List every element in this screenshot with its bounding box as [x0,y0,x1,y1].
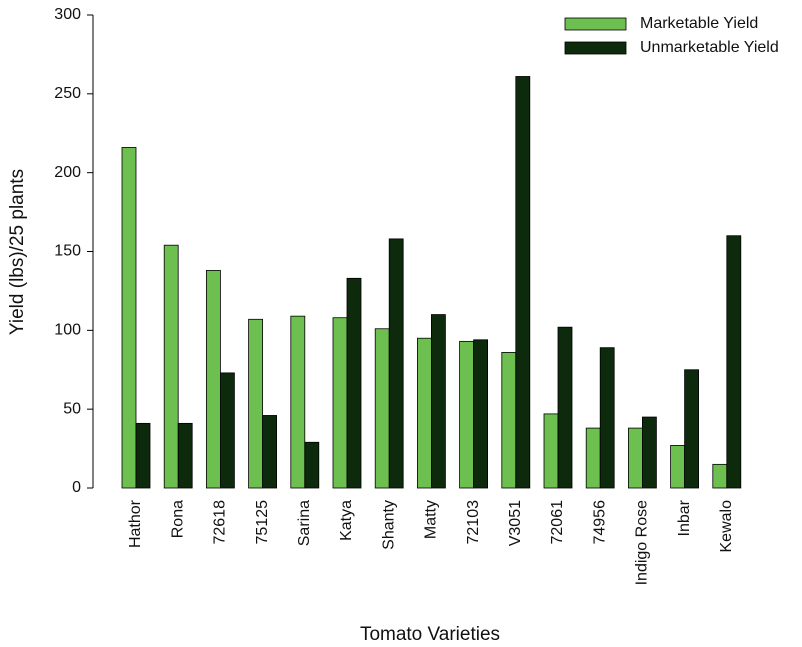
bar [473,339,489,489]
bar [374,328,390,489]
x-tick-label: Inbar [676,499,693,536]
y-axis-title: Yield (lbs)/25 plants [7,169,28,335]
bar [248,318,264,489]
x-tick-label: Sarina [296,500,313,546]
x-tick-label: 75125 [254,500,271,545]
bar [304,441,320,489]
bar [135,422,151,489]
y-tick-label: 150 [54,243,81,260]
x-tick-label: Rona [169,500,186,538]
x-tick-label: 74956 [591,500,608,545]
bar [557,326,573,489]
x-tick-label: 72061 [549,500,566,545]
bar [430,314,446,489]
bar [177,422,193,489]
bar [416,337,432,489]
y-tick-label: 100 [54,322,81,339]
bar [346,277,362,489]
y-tick-label: 250 [54,85,81,102]
x-tick-label: Hathor [127,499,144,548]
x-tick-label: Kewalo [718,500,735,553]
x-tick-label: Matty [423,500,440,539]
bar [290,315,306,489]
bar [543,413,559,489]
bar [599,347,615,489]
bar [684,369,699,489]
x-tick-label: 72103 [465,500,482,545]
legend-label: Unmarketable Yield [640,39,779,56]
bar [205,270,221,489]
legend-swatch [564,17,627,31]
bar [121,147,137,489]
x-tick-label: V3051 [507,500,524,546]
bar [332,317,348,489]
x-tick-label: Indigo Rose [634,500,651,585]
y-tick-label: 300 [54,6,81,23]
bar [726,235,742,489]
x-axis-title: Tomato Varieties [360,624,500,645]
x-tick-label: Shanty [380,500,397,550]
bar [642,416,657,489]
bar [712,463,728,489]
legend-label: Marketable Yield [640,15,758,32]
x-tick-label: Katya [338,500,355,541]
legend-swatch [564,41,627,55]
bar [388,238,404,489]
y-tick-label: 200 [54,164,81,181]
bar [515,76,531,489]
y-tick-label: 0 [72,479,81,496]
x-tick-label: 72618 [212,500,229,545]
bar [219,372,235,489]
bar [262,415,278,489]
bar [501,352,517,489]
bar [628,427,643,489]
bar [670,445,685,489]
bar [459,340,475,489]
bar [585,427,601,489]
bar [163,244,179,489]
y-tick-label: 50 [63,400,81,417]
